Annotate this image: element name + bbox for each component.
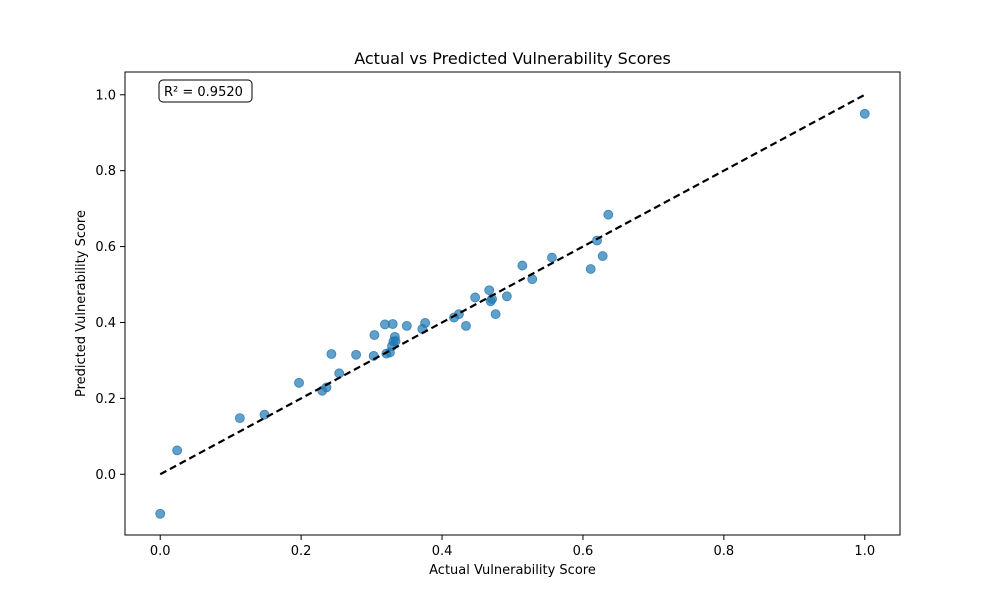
data-point: [334, 368, 345, 379]
data-point: [321, 382, 332, 393]
x-axis-ticks: 0.0 0.2 0.4 0.6 0.8 1.0: [150, 535, 875, 559]
data-point: [547, 252, 557, 263]
data-point: [484, 285, 495, 296]
chart-title: Actual vs Predicted Vulnerability Scores: [354, 49, 671, 68]
data-point: [155, 508, 166, 519]
y-axis-label: Predicted Vulnerability Score: [74, 210, 89, 397]
data-point: [470, 292, 481, 303]
data-point: [603, 209, 614, 220]
x-tick-label: 1.0: [854, 544, 875, 559]
reference-line: [159, 93, 866, 476]
data-point: [369, 330, 380, 340]
data-point: [597, 251, 608, 261]
data-point: [461, 320, 471, 331]
r2-box: [158, 79, 253, 103]
y-axis-ticks: 0.0 0.2 0.4 0.6 0.8 1.0: [95, 88, 125, 483]
x-axis-label: Actual Vulnerability Score: [429, 563, 596, 578]
data-point: [387, 319, 398, 329]
y-tick-label: 0.8: [95, 164, 116, 179]
x-tick-label: 0.8: [714, 544, 735, 559]
data-point: [585, 264, 596, 274]
plot-frame: [124, 71, 901, 536]
y-tick-label: 0.0: [95, 468, 116, 483]
x-tick-label: 0.4: [432, 544, 453, 559]
data-point: [490, 309, 501, 320]
y-tick-label: 0.2: [95, 392, 116, 407]
data-point: [234, 413, 245, 424]
data-point: [420, 317, 431, 328]
r2-text: R² = 0.9520: [164, 85, 243, 100]
data-point: [501, 291, 512, 302]
data-point: [326, 349, 337, 359]
y-tick-label: 1.0: [95, 88, 116, 103]
r2-annotation: R² = 0.9520: [158, 79, 253, 103]
data-point: [294, 377, 304, 388]
x-tick-label: 0.0: [150, 544, 171, 559]
data-point: [172, 445, 183, 456]
data-point: [859, 108, 870, 119]
data-point: [390, 336, 401, 346]
y-tick-label: 0.4: [95, 316, 116, 331]
data-point: [259, 409, 270, 420]
data-point: [351, 349, 361, 360]
data-point: [401, 320, 412, 331]
x-tick-label: 0.6: [573, 544, 594, 559]
data-point: [517, 260, 528, 271]
points-layer: [155, 108, 870, 519]
y-tick-label: 0.6: [95, 240, 116, 255]
x-tick-label: 0.2: [291, 544, 312, 559]
